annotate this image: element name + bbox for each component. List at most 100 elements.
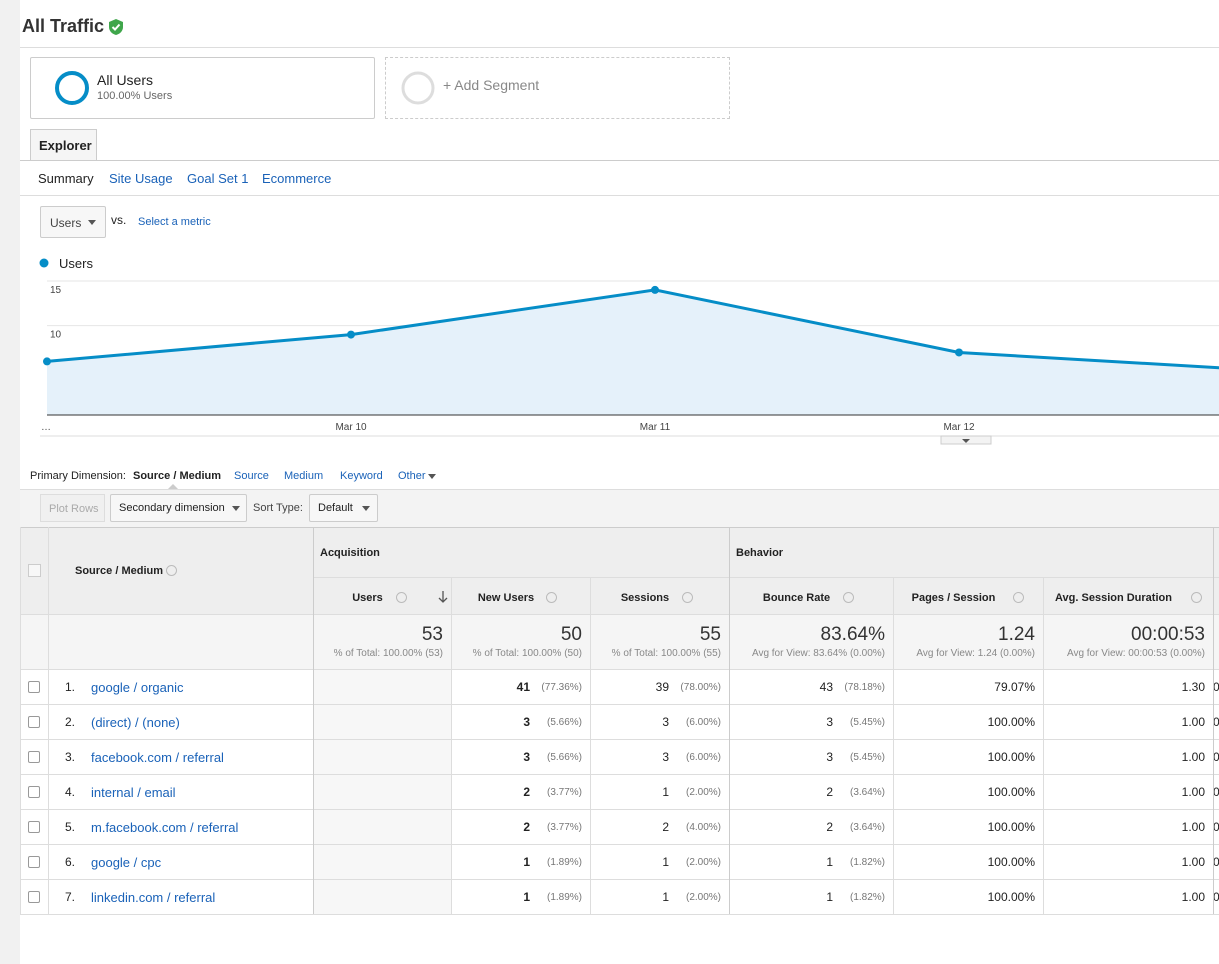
row-checkbox[interactable] [28,821,40,833]
cell-percent: (3.77%) [546,822,582,833]
header-checkbox[interactable] [28,564,41,577]
x-tick-label: … [41,422,51,433]
cell-value: 2 [662,820,669,834]
cell-value: 3 [826,750,833,764]
cell-value: 00:01:07 [1213,680,1219,694]
dropdown-caret [362,506,370,511]
row-rank: 7. [65,890,76,904]
subtab[interactable]: Site Usage [109,171,173,186]
row-rank: 1. [65,680,76,694]
column-header[interactable]: Sessions [620,592,670,604]
grid-border [893,577,894,914]
explorer-tab[interactable] [30,129,97,161]
row-source[interactable]: m.facebook.com / referral [91,820,239,835]
row-source[interactable]: facebook.com / referral [91,750,224,765]
select-metric[interactable]: Select a metric [138,216,211,228]
tab[interactable]: Explorer [39,138,92,153]
secondary-dimension[interactable]: Secondary dimension [110,494,247,522]
row-checkbox[interactable] [28,751,40,763]
grid-border [1043,577,1044,914]
row-checkbox[interactable] [28,681,40,693]
column-header[interactable]: Avg. Session Duration [1055,592,1172,604]
subtab[interactable]: Ecommerce [262,171,332,186]
subtab[interactable]: Summary [38,171,94,186]
metric[interactable]: Users [50,216,82,230]
add-segment-ring [401,71,435,105]
vs-label: vs. [111,213,127,227]
cell-value: 1 [523,855,530,869]
total-value: 55 [699,624,721,645]
page-title: All Traffic [22,16,105,36]
total-value: 50 [560,624,582,645]
cell-value: 1.00 [1181,715,1205,729]
row-checkbox[interactable] [28,786,40,798]
verified-icon [109,19,123,35]
grid-border [48,527,49,914]
area [47,289,1219,415]
row-checkbox[interactable] [28,856,40,868]
cell-value: 100.00% [987,855,1035,869]
header-divider [20,47,1219,48]
segment-ring [55,71,89,105]
cell-value: 43 [819,680,833,694]
cell-value: 3 [523,715,530,729]
column-header[interactable]: New Users [477,592,535,604]
cell-value: 100.00% [987,820,1035,834]
cell-value: 1.00 [1181,820,1205,834]
cell-value: 100.00% [987,890,1035,904]
grid-border [20,527,21,914]
cell-percent: (5.45%) [849,717,885,728]
cell-value: 00:00:00 [1213,890,1219,904]
cell-percent: (5.45%) [849,752,885,763]
y-tick-label: 15 [50,285,62,296]
row-checkbox[interactable] [28,891,40,903]
row-source[interactable]: google / cpc [91,855,162,870]
column-header[interactable]: Users [352,592,383,604]
cell-value: 2 [826,820,833,834]
total-note: Avg for View: 00:00:53 (0.00%) [1066,648,1205,659]
dimension-option[interactable]: Medium [284,470,324,482]
legend-label: Users [59,256,93,271]
cell-percent: (5.66%) [546,752,582,763]
row-source[interactable]: internal / email [91,785,176,800]
cell-percent: (2.00%) [685,892,721,903]
row-checkbox[interactable] [28,716,40,728]
help-icon [1012,592,1024,603]
grid-border [20,669,1219,670]
column-header: Source / Medium [75,565,164,577]
cell-value: 00:00:00 [1213,785,1219,799]
row-source[interactable]: (direct) / (none) [91,715,180,730]
total-note: % of Total: 100.00% (50) [472,648,582,659]
row-source[interactable]: google / organic [91,680,184,695]
add-segment[interactable]: + Add Segment [443,77,540,93]
cell-value: 00:00:00 [1213,715,1219,729]
cell-percent: (1.82%) [849,857,885,868]
plot-rows[interactable]: Plot Rows [40,494,105,522]
cell-value: 1.00 [1181,750,1205,764]
dimension-option[interactable]: Source [234,470,269,482]
dimension-option[interactable]: Other [398,470,426,482]
subtab-divider [20,195,1219,196]
totals-bg [20,614,1219,669]
left-gutter [0,0,20,964]
add-segment-card[interactable] [385,57,730,119]
grid-border [20,739,1219,740]
dimension-option[interactable]: Source / Medium [133,470,222,482]
x-tick-label: Mar 10 [335,422,367,433]
cell-percent: (2.00%) [685,787,721,798]
row-source[interactable]: linkedin.com / referral [91,890,216,905]
dimension-option[interactable]: Keyword [340,470,383,482]
segment-name[interactable]: All Users [97,72,154,88]
subtab[interactable]: Goal Set 1 [187,171,249,186]
cell-percent: (1.89%) [546,892,582,903]
cell-percent: (6.00%) [685,717,721,728]
row-rank: 4. [65,785,76,799]
column-header[interactable]: Bounce Rate [762,592,831,604]
y-tick-label: 10 [50,330,62,341]
metric-dropdown[interactable] [40,206,106,238]
selected-underline [168,484,178,489]
cell-value: 00:00:00 [1213,750,1219,764]
row-rank: 2. [65,715,76,729]
column-header[interactable]: Pages / Session [911,592,996,604]
